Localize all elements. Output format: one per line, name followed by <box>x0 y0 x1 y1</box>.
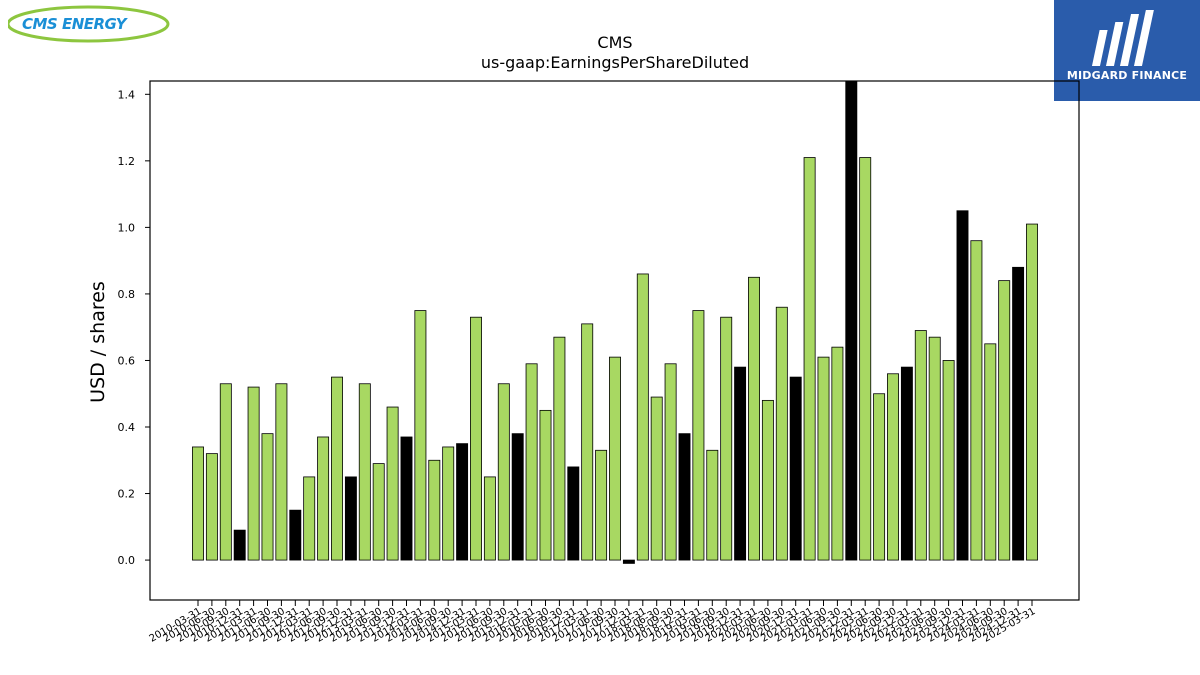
y-tick-label: 0.6 <box>118 354 136 367</box>
bar-2018-03-31 <box>636 273 649 561</box>
bar-2019-12-31 <box>734 366 747 561</box>
bar-2024-09-30 <box>998 280 1011 561</box>
bar-2014-03-31 <box>414 310 427 561</box>
bar-2017-06-30 <box>595 449 608 561</box>
y-axis-label: USD / shares <box>87 281 109 403</box>
bar-2022-12-31 <box>900 366 913 561</box>
bar-2016-03-31 <box>525 363 538 561</box>
bar-2011-03-31 <box>247 386 260 561</box>
x-axis-ticks: 2010-03-312010-06-302010-09-302010-12-31… <box>148 600 1038 645</box>
bar-2020-09-30 <box>775 306 788 561</box>
y-tick-label: 1.0 <box>118 221 136 234</box>
bar-2018-09-30 <box>664 363 677 561</box>
bar-2015-12-31 <box>511 433 524 561</box>
bar-2024-12-31 <box>1012 266 1025 561</box>
cms-energy-logo: CMS ENERGY <box>6 4 172 44</box>
y-tick-label: 1.4 <box>118 88 136 101</box>
y-axis-ticks: 0.0 0.2 0.4 0.6 0.8 1.0 1.2 1.4 <box>118 88 150 567</box>
bar-2010-09-30 <box>219 383 232 561</box>
bar-2023-03-31 <box>914 330 927 561</box>
bar-2025-03-31 <box>1026 223 1038 561</box>
bar-2012-06-30 <box>317 436 330 561</box>
bar-2020-06-30 <box>761 399 774 561</box>
bar-2013-09-30 <box>386 406 399 561</box>
plot-frame <box>149 80 1080 601</box>
bar-2022-09-30 <box>887 373 899 561</box>
bar-2017-12-31 <box>622 559 635 564</box>
midgard-finance-logo-text: MIDGARD FINANCE <box>1066 69 1188 82</box>
bar-2021-09-30 <box>831 346 844 561</box>
bar-2013-12-31 <box>400 436 413 561</box>
y-tick-label: 1.2 <box>118 155 136 168</box>
bar-2012-03-31 <box>303 476 316 561</box>
chart-title: CMS <box>597 33 632 52</box>
bar-2013-03-31 <box>358 383 371 561</box>
bar-2015-06-30 <box>483 476 496 561</box>
y-tick-label: 0.2 <box>118 488 136 501</box>
bar-2017-09-30 <box>609 356 621 561</box>
bar-2011-09-30 <box>275 383 288 561</box>
midgard-mark-icon <box>1091 10 1154 66</box>
bar-2014-12-31 <box>456 443 469 561</box>
swoosh-icon <box>6 5 170 43</box>
bar-2020-03-31 <box>748 276 760 561</box>
bar-2014-09-30 <box>442 446 455 561</box>
bar-2011-06-30 <box>261 433 274 561</box>
bar-2016-06-30 <box>539 409 552 561</box>
y-tick-label: 0.8 <box>118 288 136 301</box>
bar-2019-09-30 <box>720 316 733 561</box>
cms-energy-logo-text: CMS ENERGY <box>22 15 127 33</box>
bar-2010-03-31 <box>192 446 204 561</box>
bar-2023-09-30 <box>942 360 955 561</box>
bar-2022-03-31 <box>859 157 872 561</box>
bar-2020-12-31 <box>789 376 802 561</box>
bar-2021-03-31 <box>803 157 816 561</box>
bar-2019-03-31 <box>692 310 705 561</box>
bar-2022-06-30 <box>873 393 886 561</box>
bar-2024-06-30 <box>984 343 997 561</box>
bar-2021-12-31 <box>845 80 858 561</box>
bar-2015-09-30 <box>497 383 510 561</box>
chart-subtitle: us-gaap:EarningsPerShareDiluted <box>481 53 749 72</box>
bar-2024-03-31 <box>970 240 983 561</box>
bar-2010-06-30 <box>205 453 218 561</box>
bar-2010-12-31 <box>233 529 246 561</box>
bar-2012-12-31 <box>344 476 357 561</box>
bar-2014-06-30 <box>428 459 441 561</box>
bar-2017-03-31 <box>581 323 594 561</box>
bars-layer <box>192 80 1038 564</box>
midgard-finance-logo: MIDGARD FINANCE <box>1054 0 1200 101</box>
bar-2013-06-30 <box>372 463 385 561</box>
bar-2018-06-30 <box>650 396 663 561</box>
bar-2023-12-31 <box>956 210 969 561</box>
bar-2019-06-30 <box>706 449 719 561</box>
bar-2011-12-31 <box>289 509 302 561</box>
bar-2016-09-30 <box>553 336 566 561</box>
bar-2012-09-30 <box>331 376 343 561</box>
bar-2015-03-31 <box>470 316 482 561</box>
bar-2018-12-31 <box>678 433 691 561</box>
bar-2021-06-30 <box>817 356 830 561</box>
y-tick-label: 0.0 <box>118 554 136 567</box>
bar-2016-12-31 <box>567 466 580 561</box>
y-tick-label: 0.4 <box>118 421 136 434</box>
bar-2023-06-30 <box>928 336 941 561</box>
